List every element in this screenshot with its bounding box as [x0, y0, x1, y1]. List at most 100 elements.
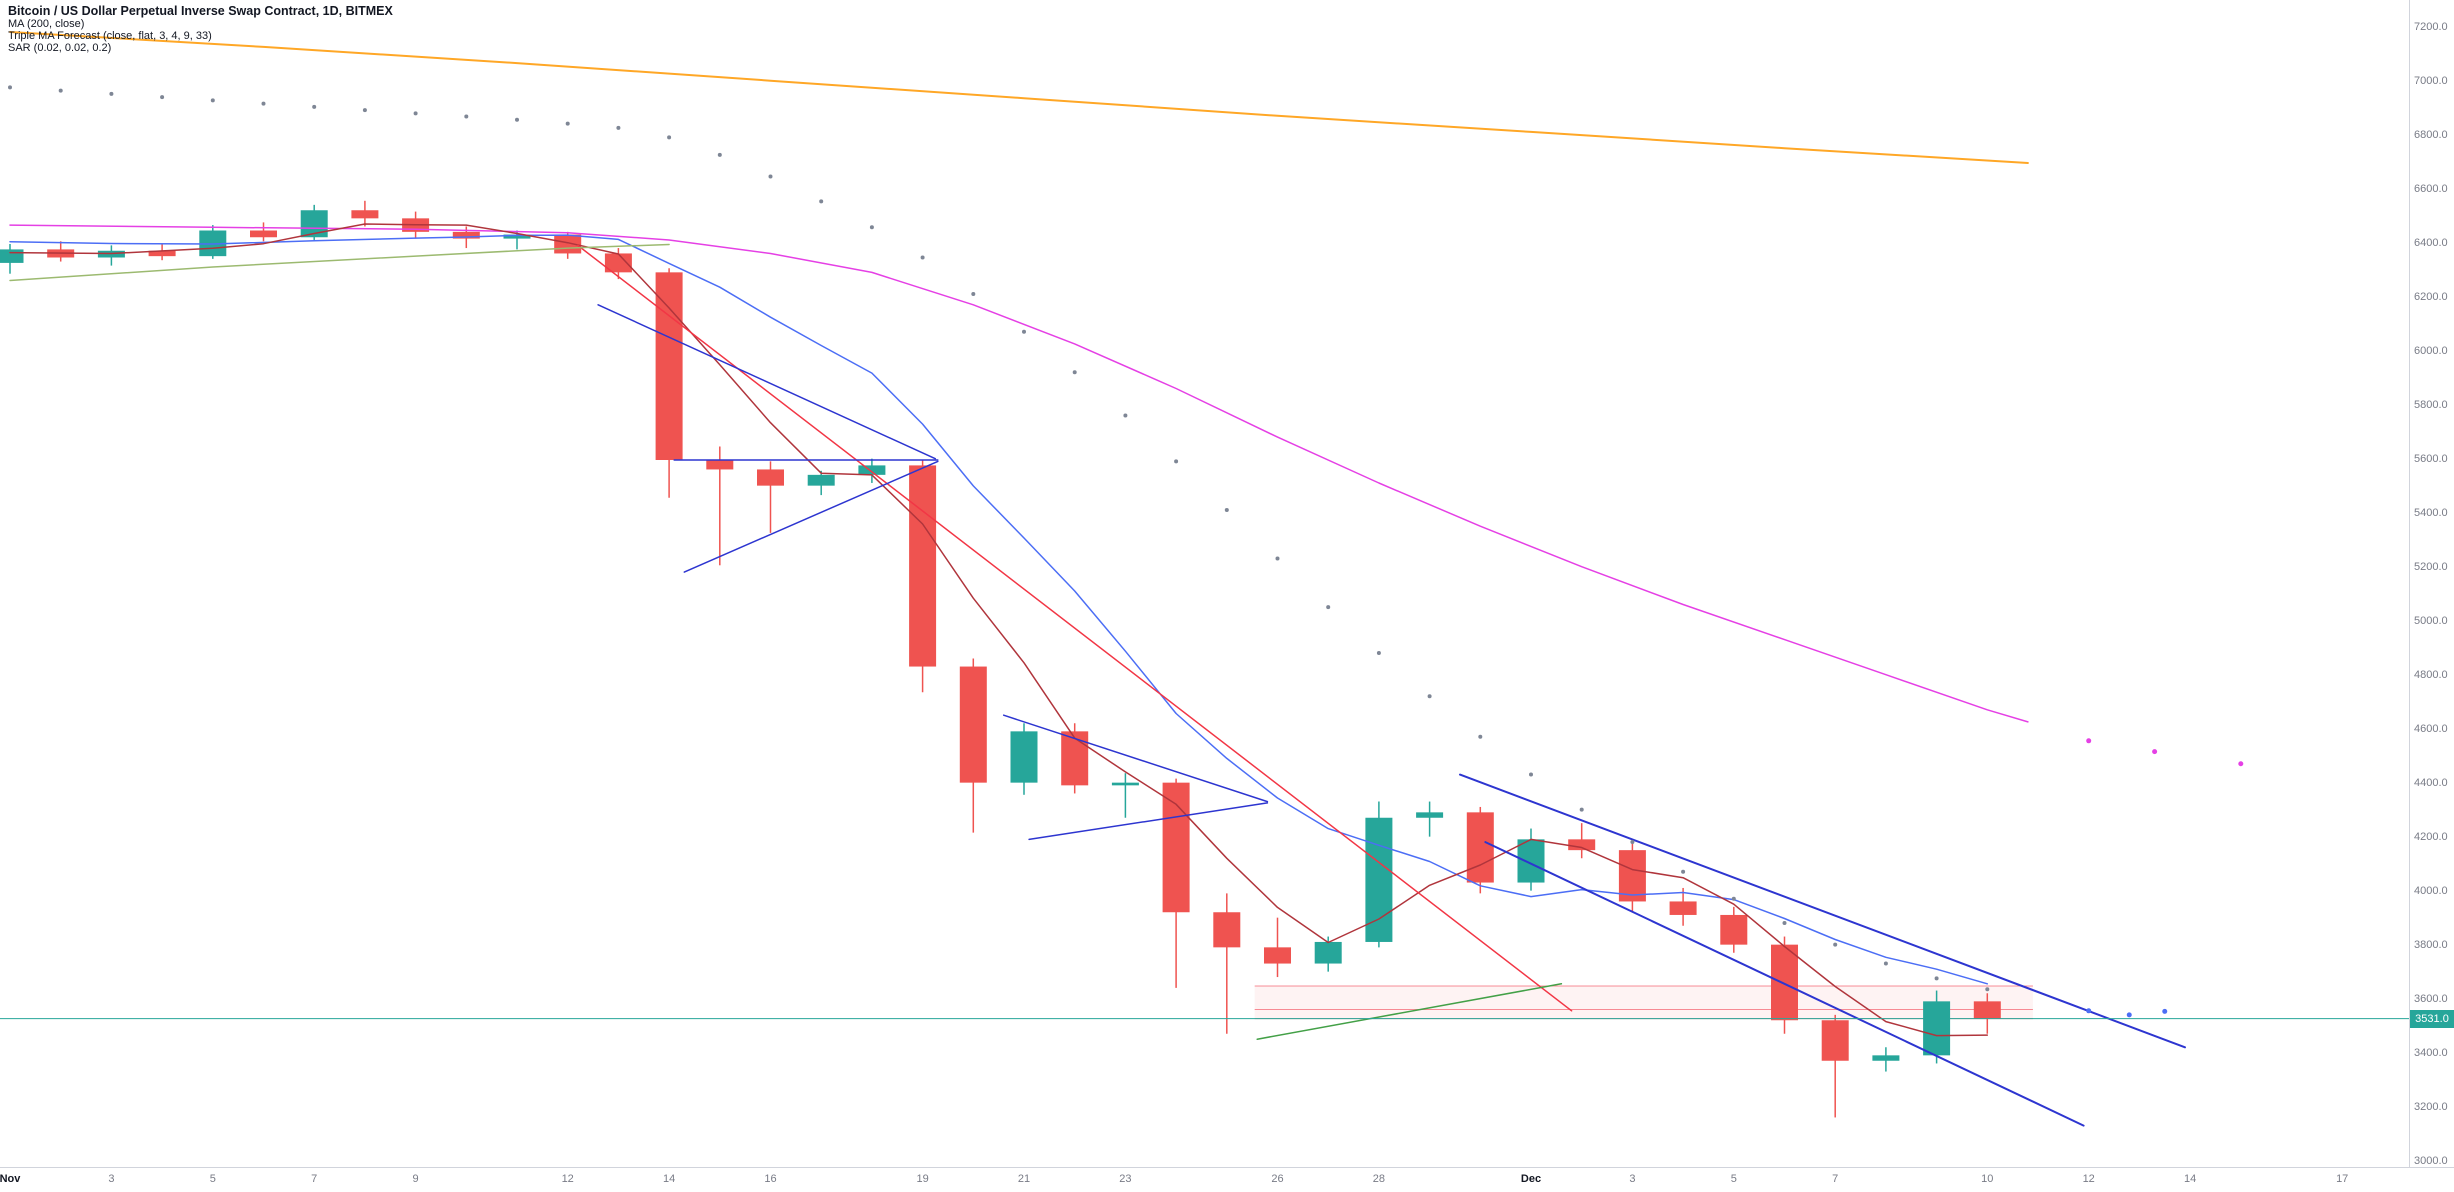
candle-body	[1466, 812, 1494, 883]
candle-body	[452, 231, 480, 239]
triangle-falling-line	[597, 304, 937, 460]
x-axis-tick: 10	[1981, 1173, 1994, 1185]
sar-dot	[1630, 840, 1635, 845]
sar-dot	[312, 104, 317, 109]
sar-dot	[565, 121, 570, 126]
y-axis-tick: 6800.0	[2414, 129, 2448, 141]
candle-body	[1517, 839, 1545, 883]
x-axis-tick: 14	[662, 1173, 676, 1185]
sar-dot	[1782, 921, 1787, 926]
candle-body	[655, 272, 683, 460]
triangle-rising-line	[683, 460, 939, 573]
sar-dot	[768, 174, 773, 179]
time-axis[interactable]: Nov 3 5 7 9 12 14 16 19 21 23 26 28 Dec 3 5 7 10 12 14 17	[0, 1167, 2454, 1192]
channel-lower-line	[1484, 841, 2085, 1127]
y-axis-tick: 7000.0	[2414, 75, 2448, 87]
candle-body	[0, 249, 24, 263]
sar-dot	[1022, 329, 1026, 334]
y-axis-tick: 4000.0	[2414, 885, 2448, 897]
candle-body	[807, 474, 835, 486]
x-axis-tick: 3	[108, 1173, 115, 1185]
y-axis-tick: 6200.0	[2414, 291, 2448, 303]
x-axis-tick: 17	[2336, 1173, 2349, 1185]
indicator-triple-ma-forecast-label[interactable]: Triple MA Forecast (close, flat, 3, 4, 9…	[8, 30, 212, 42]
candle-body	[1365, 817, 1393, 942]
x-axis-tick: 5	[209, 1173, 216, 1185]
y-axis-tick: 4200.0	[2414, 831, 2448, 843]
candle-body	[1821, 1020, 1849, 1061]
x-axis-tick: 12	[2082, 1173, 2095, 1185]
candle-body	[1264, 947, 1291, 964]
sar-dot	[1326, 605, 1331, 610]
candle-body	[1061, 731, 1089, 786]
forecast-dot-magenta	[2152, 749, 2158, 755]
bottom-support-line	[1256, 983, 1563, 1040]
price-axis[interactable]: 7200.0 7000.0 6800.0 6600.0 6400.0 6200.0 6000…	[2409, 0, 2454, 1168]
wedge-lower-line	[1028, 802, 1269, 841]
sar-dot	[869, 225, 874, 230]
sar-dot	[1579, 807, 1584, 812]
last-price-tag: 3531.0	[2410, 1009, 2454, 1028]
y-axis-tick: 4600.0	[2414, 723, 2448, 735]
x-axis-tick: 14	[2183, 1173, 2197, 1185]
y-axis-tick: 4400.0	[2414, 777, 2448, 789]
ma-200-line	[9, 31, 2029, 164]
x-axis-tick: 28	[1372, 1173, 1386, 1185]
x-axis-tick: 23	[1119, 1173, 1132, 1185]
y-axis-tick: 5200.0	[2414, 561, 2448, 573]
ma-mid-line	[9, 234, 1989, 985]
y-axis-tick: 6000.0	[2414, 345, 2448, 357]
sar-dot	[261, 101, 266, 106]
sar-dot	[1123, 413, 1128, 418]
indicator-sar-label[interactable]: SAR (0.02, 0.02, 0.2)	[8, 42, 112, 54]
y-axis-tick: 5000.0	[2414, 615, 2448, 627]
forecast-dot-blue	[2162, 1008, 2168, 1014]
sar-dot	[362, 108, 367, 113]
sar-dot	[58, 88, 63, 93]
sar-dot	[1934, 976, 1939, 981]
x-axis-tick: 21	[1017, 1173, 1031, 1185]
y-axis-tick: 6600.0	[2414, 183, 2448, 195]
candle-body	[1669, 901, 1697, 915]
sar-dot	[971, 291, 976, 296]
forecast-dot-magenta	[2086, 738, 2092, 744]
x-axis-tick: 9	[412, 1173, 419, 1185]
candle-body	[858, 465, 886, 475]
x-axis-tick: 12	[561, 1173, 574, 1185]
forecast-dot-blue	[2126, 1012, 2132, 1018]
sar-dot	[1731, 896, 1736, 901]
sar-dot	[413, 111, 418, 116]
sar-dot	[1072, 370, 1077, 375]
sar-dot	[1681, 869, 1686, 874]
candle-body	[1162, 782, 1190, 913]
x-axis-tick: Nov	[0, 1173, 21, 1185]
y-axis-tick: 3400.0	[2414, 1047, 2448, 1059]
candle-body	[1213, 912, 1241, 948]
candle-body	[1111, 782, 1139, 786]
sar-dot	[160, 95, 165, 100]
y-axis-tick: 7200.0	[2414, 21, 2448, 33]
sar-dot	[920, 255, 925, 260]
chart-legend: Bitcoin / US Dollar Perpetual Inverse Sw…	[8, 4, 393, 54]
candle-body	[706, 460, 734, 470]
x-axis-tick: 26	[1271, 1173, 1284, 1185]
symbol-title[interactable]: Bitcoin / US Dollar Perpetual Inverse Sw…	[8, 4, 393, 18]
indicator-ma200-label[interactable]: MA (200, close)	[8, 18, 85, 30]
sar-dot	[1529, 772, 1533, 777]
forecast-dot-blue	[2086, 1008, 2092, 1014]
x-axis-tick: 16	[764, 1173, 777, 1185]
sar-dot	[667, 135, 672, 140]
candle-body	[1872, 1055, 1900, 1061]
sar-dot	[1985, 987, 1990, 992]
sar-dot	[515, 117, 519, 122]
y-axis-tick: 5400.0	[2414, 507, 2448, 519]
candle-body	[351, 210, 379, 219]
sar-dot	[1427, 694, 1432, 699]
candle-body	[1416, 812, 1444, 818]
x-axis-tick: Dec	[1520, 1173, 1542, 1185]
y-axis-tick: 3200.0	[2414, 1101, 2448, 1113]
sar-dot	[1478, 734, 1483, 739]
y-axis-tick: 6400.0	[2414, 237, 2448, 249]
